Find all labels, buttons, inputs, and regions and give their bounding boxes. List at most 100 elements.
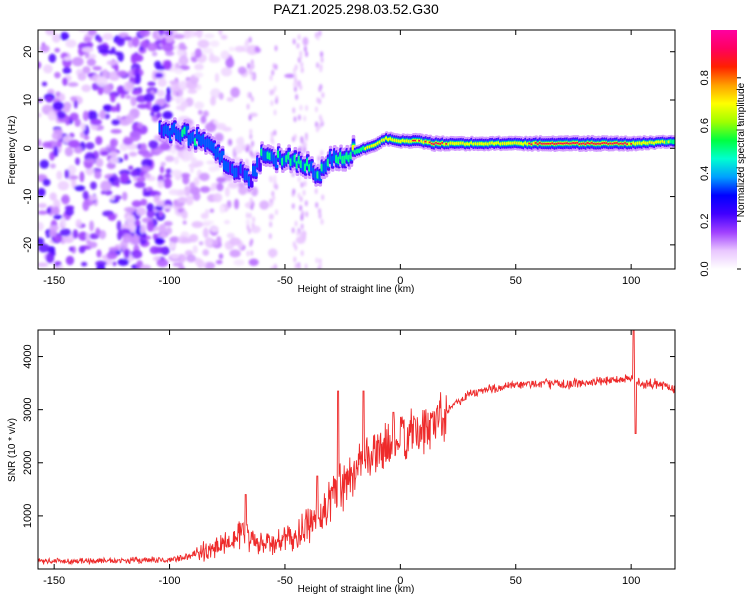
spectrogram-noise-blob [46, 206, 52, 214]
spectrogram-noise-blob [189, 162, 194, 174]
spectrogram-noise-blob [151, 51, 158, 57]
spectrogram-noise-blob [136, 207, 147, 216]
x-tick-label: 50 [510, 575, 522, 587]
spectrogram-streak [274, 264, 278, 269]
spectrogram-noise-blob [193, 177, 200, 186]
spectrogram-noise-blob [128, 165, 134, 171]
spectrogram-noise-blob [130, 96, 137, 107]
spectrogram-streak [270, 100, 274, 107]
spectrogram-noise-blob [48, 225, 60, 231]
spectrogram-streak [296, 42, 300, 49]
spectrogram-noise-blob [154, 237, 165, 245]
spectrogram-noise-blob [126, 143, 138, 150]
spectrogram-noise-blob [53, 128, 64, 134]
spectrogram-noise-blob [153, 148, 164, 154]
spectrogram-noise-blob [42, 178, 51, 187]
spectrogram-streak [319, 64, 323, 71]
spectrogram-noise-blob [64, 146, 74, 157]
spectrogram-noise-blob [68, 246, 74, 252]
spectrogram-noise-blob [53, 235, 62, 243]
spectrogram-streak [316, 34, 320, 41]
spectrogram-noise-blob [205, 209, 210, 216]
spectrogram-streak [302, 189, 306, 196]
spectrogram-streak [300, 214, 304, 221]
spectrogram-noise-blob [185, 195, 194, 206]
spectrogram-noise-blob [64, 169, 70, 179]
spectrogram-noise-blob [154, 60, 162, 69]
spectrogram-noise-blob [234, 144, 243, 154]
snr-panel: -150 -100 -50 0 50 100 1000 2000 3000 4000 Heigh… [7, 329, 676, 595]
spectrogram-streak [270, 265, 274, 269]
spectrogram-noise-blob [91, 82, 99, 91]
spectrogram-streak [247, 62, 251, 69]
snr-y-ticks: 1000 2000 3000 4000 [22, 344, 675, 528]
spectrogram-streak [315, 121, 319, 128]
spectrogram-noise-blob [156, 258, 169, 268]
spectrogram-streak [273, 85, 277, 92]
spectrogram-streak [300, 137, 304, 144]
spectrogram-streak [317, 155, 321, 162]
spectrogram-noise-blob [162, 205, 173, 210]
spectrogram-noise-blob [41, 81, 48, 87]
spectrogram-streak [245, 146, 249, 153]
x-tick-label: -150 [43, 275, 65, 287]
spectrogram-noise-blob [163, 59, 172, 69]
spectrogram-noise-blob [189, 182, 196, 189]
spectrogram-noise-blob [69, 175, 79, 180]
spectrogram-noise-blob [82, 200, 90, 212]
spectrogram-noise-blob [62, 67, 72, 75]
spectrogram-streak [305, 211, 309, 218]
spectrogram-noise-blob [122, 233, 133, 243]
spectrogram-streak [321, 194, 325, 201]
spectrogram-noise-blob [75, 157, 80, 166]
spectrogram-noise-blob [202, 227, 209, 239]
spectrogram-streak [251, 140, 255, 147]
spectrogram-noise-blob [87, 30, 97, 36]
spectrogram-streak [304, 132, 308, 139]
spectrogram-noise-blob [97, 36, 103, 43]
spectrogram-streak [318, 262, 322, 269]
spectrogram-streak [318, 86, 322, 93]
spectrogram-noise-blob [237, 66, 247, 75]
spectrogram-noise-blob [208, 186, 217, 191]
spectrogram-noise-blob [120, 93, 126, 99]
spectrogram-streak [304, 200, 308, 207]
spectrogram-noise-blob [122, 191, 128, 201]
spectrogram-noise-blob [110, 129, 122, 134]
x-tick-label: -100 [159, 275, 181, 287]
spectrogram-noise-blob [148, 140, 159, 149]
spectrogram-noise-blob [183, 30, 191, 39]
spectrogram-noise-blob [86, 58, 97, 67]
spectrogram-streak [246, 103, 250, 110]
spectrogram-noise-blob [38, 187, 46, 197]
spectrogram-streak [303, 46, 307, 53]
spectrogram-noise-blob [111, 119, 120, 126]
spectrogram-noise-blob [71, 178, 77, 189]
spectrogram-noise-blob [168, 189, 180, 196]
spectrogram-noise-blob [81, 46, 94, 53]
spectrogram-streak [274, 45, 278, 52]
spectrogram-noise-blob [153, 195, 161, 202]
spectrogram-noise-blob [229, 237, 241, 246]
spectrogram-noise-blob [137, 122, 143, 129]
spectrogram-noise-blob [190, 55, 198, 63]
spectrogram-noise-blob [182, 149, 194, 160]
spectrogram-streak [273, 174, 277, 181]
spectrogram-streak [299, 232, 303, 239]
spectrogram-y-ticks: -20 -10 0 10 20 [22, 46, 675, 253]
spectrogram-noise-blob [210, 96, 216, 106]
y-tick-label: -20 [22, 237, 34, 253]
spectrogram-noise-blob [174, 156, 179, 165]
spectrogram-noise-blob [234, 198, 240, 210]
spectrogram-noise-blob [237, 136, 245, 147]
spectrogram-streak [318, 122, 322, 129]
spectrogram-noise-blob [203, 33, 215, 39]
spectrogram-noise-blob [194, 101, 205, 110]
spectrogram-streak [293, 133, 297, 140]
spectrogram-noise-blob [162, 111, 173, 120]
spectrogram-noise-blob [210, 88, 221, 99]
spectrogram-noise-blob [254, 45, 260, 53]
spectrogram-noise-blob [116, 36, 126, 47]
spectrogram-noise-blob [215, 260, 223, 265]
